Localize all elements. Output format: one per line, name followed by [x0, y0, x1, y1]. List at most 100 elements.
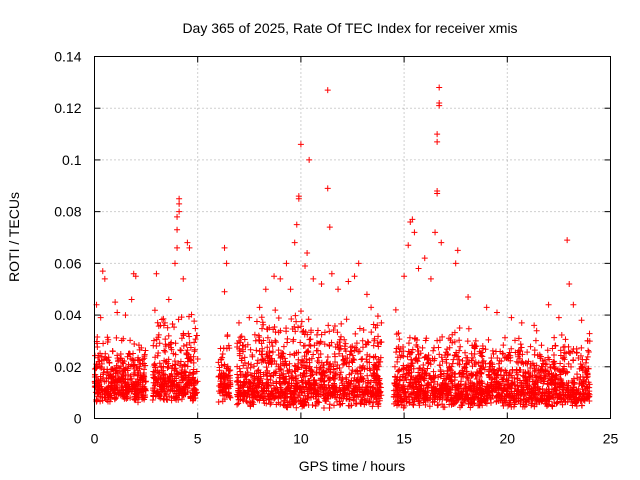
data-point [584, 384, 591, 391]
data-point [241, 389, 248, 396]
data-point [354, 388, 361, 395]
data-point [169, 362, 176, 369]
data-point [543, 361, 550, 368]
data-point [354, 378, 361, 385]
data-point [552, 381, 559, 388]
data-point [372, 353, 379, 360]
data-point [131, 341, 138, 348]
data-point [409, 346, 416, 353]
data-point [337, 369, 344, 376]
data-point [436, 100, 443, 107]
data-point [576, 365, 583, 372]
data-point [237, 396, 244, 403]
data-point [188, 376, 195, 383]
data-point [482, 360, 489, 367]
data-point [408, 349, 415, 356]
data-point [155, 392, 162, 399]
data-point [264, 353, 271, 360]
data-point [184, 239, 191, 246]
data-point [350, 394, 357, 401]
data-point [334, 398, 341, 405]
data-point [583, 356, 590, 363]
data-point [221, 362, 228, 369]
data-point [95, 358, 102, 365]
data-point [152, 374, 159, 381]
data-point [161, 347, 168, 354]
data-point [478, 365, 485, 372]
data-point [426, 372, 433, 379]
data-point [378, 319, 385, 326]
data-point [369, 403, 376, 410]
data-point [287, 286, 294, 293]
data-point [506, 383, 513, 390]
data-point [258, 384, 265, 391]
data-point [413, 380, 420, 387]
x-axis-label: GPS time / hours [299, 458, 406, 474]
data-point [472, 359, 479, 366]
data-point [173, 396, 180, 403]
data-point [241, 354, 248, 361]
data-point [437, 385, 444, 392]
data-point [485, 372, 492, 379]
data-point [410, 384, 417, 391]
data-point [451, 329, 458, 336]
data-point [420, 366, 427, 373]
data-point [251, 389, 258, 396]
data-point [392, 306, 399, 313]
data-point [281, 395, 288, 402]
data-point [156, 340, 163, 347]
data-point [177, 386, 184, 393]
data-point [187, 344, 194, 351]
data-point [410, 402, 417, 409]
data-point [456, 370, 463, 377]
grid-lines [94, 56, 611, 419]
data-point [330, 402, 337, 409]
data-point [517, 341, 524, 348]
data-point [238, 333, 245, 340]
data-point [181, 368, 188, 375]
data-point [297, 339, 304, 346]
data-point [327, 368, 334, 375]
data-point [296, 392, 303, 399]
data-point [456, 347, 463, 354]
data-point [165, 332, 172, 339]
data-point [177, 347, 184, 354]
data-point [217, 373, 224, 380]
data-point [234, 343, 241, 350]
data-point [371, 335, 378, 342]
data-point [240, 362, 247, 369]
data-point [410, 374, 417, 381]
data-point [313, 369, 320, 376]
data-point [235, 400, 242, 407]
data-point [153, 270, 160, 277]
data-point [510, 403, 517, 410]
data-point [351, 357, 358, 363]
data-point [327, 392, 334, 399]
data-point [187, 357, 194, 364]
data-point [152, 354, 159, 361]
data-point [295, 364, 302, 371]
data-point [441, 404, 448, 411]
data-point [375, 343, 382, 350]
data-point [293, 380, 300, 387]
data-points [91, 84, 593, 412]
data-point [508, 345, 515, 352]
data-point [585, 347, 592, 354]
data-point [482, 388, 489, 395]
data-point [325, 365, 332, 372]
data-point [513, 358, 520, 365]
data-point [151, 361, 158, 368]
data-point [242, 371, 249, 378]
data-point [178, 347, 185, 354]
data-point [447, 376, 454, 383]
data-point [173, 368, 180, 375]
data-point [488, 354, 495, 361]
data-point [370, 384, 377, 391]
data-point [128, 375, 135, 382]
data-point [498, 395, 505, 402]
data-point [284, 339, 291, 346]
data-point [481, 366, 488, 373]
data-point [169, 321, 176, 328]
x-tick-label: 5 [194, 431, 202, 447]
data-point [261, 400, 268, 407]
